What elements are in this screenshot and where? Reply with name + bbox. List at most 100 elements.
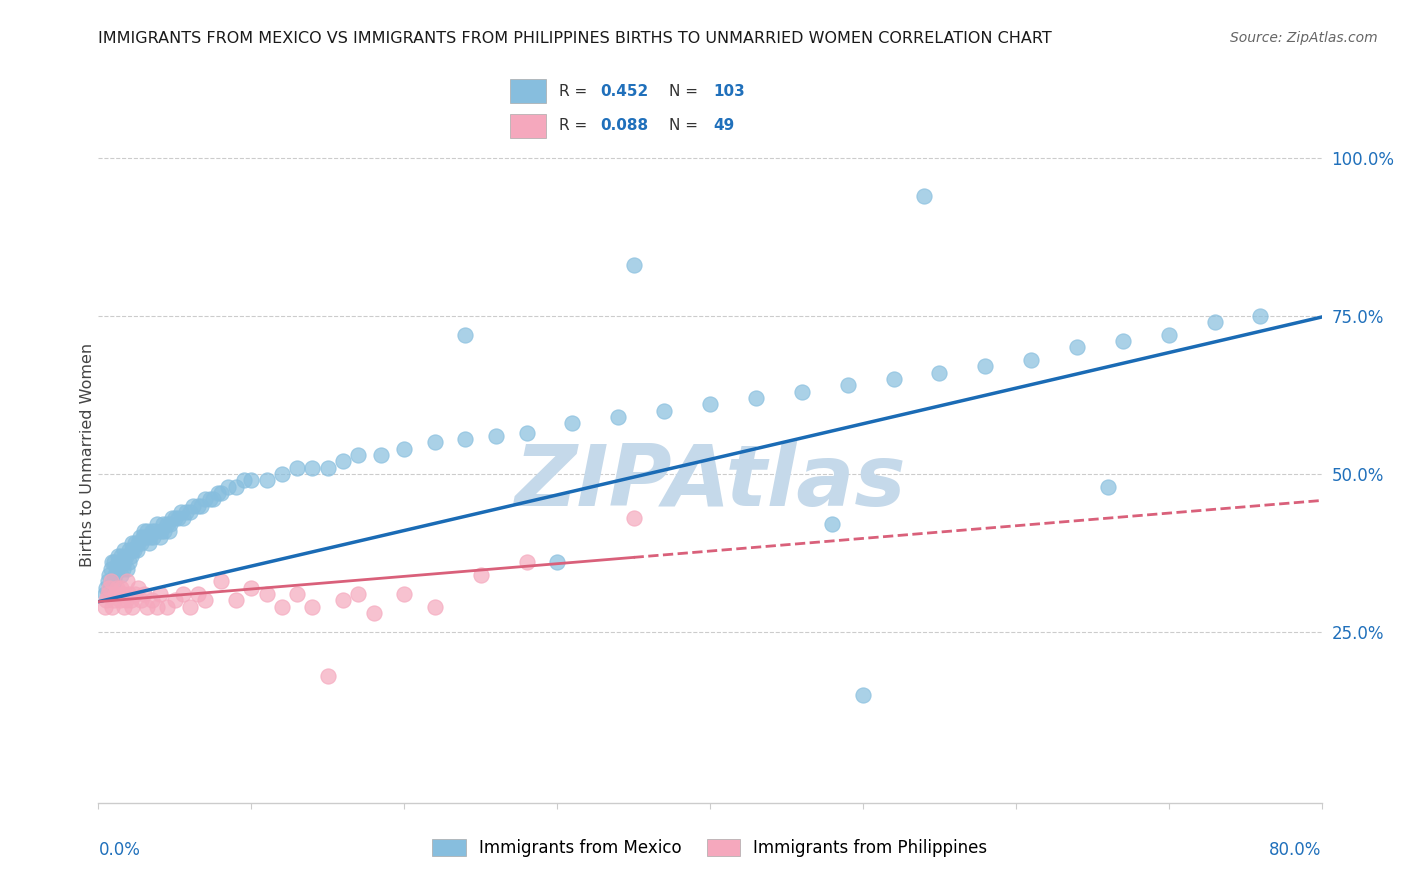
Point [136,599,159,614]
Text: 49: 49 [713,119,734,134]
Point [207,486,229,500]
Point [423,435,446,450]
Point [103,593,125,607]
Point [124,587,146,601]
Point [163,511,186,525]
Point [187,587,209,601]
Point [240,473,263,487]
Point [97,574,120,589]
Point [120,549,142,563]
Point [110,549,132,563]
Point [107,587,129,601]
Point [129,593,152,607]
Point [225,479,247,493]
Point [98,568,121,582]
Point [546,556,568,570]
Point [392,442,416,456]
Point [225,593,247,607]
Point [118,542,141,557]
Point [112,542,135,557]
Point [256,587,278,601]
Point [928,366,950,380]
Point [111,562,134,576]
Text: 0.452: 0.452 [600,84,648,99]
Point [623,258,645,272]
Point [172,587,194,601]
Point [745,391,768,405]
Point [454,432,477,446]
Point [150,524,173,538]
Point [117,574,139,589]
Point [108,593,131,607]
Point [190,499,212,513]
Point [485,429,508,443]
Point [100,574,122,589]
Point [100,562,122,576]
Point [134,587,156,601]
Text: 0.0%: 0.0% [98,841,141,859]
Point [1249,309,1271,323]
Point [370,448,392,462]
Point [156,599,179,614]
Point [454,327,477,342]
Point [194,492,217,507]
Point [152,517,174,532]
Point [181,499,204,513]
Text: N =: N = [669,119,703,134]
Point [1157,327,1180,342]
Text: R =: R = [560,84,592,99]
Point [135,530,157,544]
Point [103,556,125,570]
FancyBboxPatch shape [510,114,546,138]
Point [98,581,121,595]
Point [101,599,124,614]
Point [392,587,416,601]
Point [652,403,675,417]
Point [240,581,263,595]
Point [143,524,166,538]
Point [141,593,163,607]
Point [134,524,156,538]
Point [363,606,385,620]
Point [145,517,167,532]
Point [117,562,139,576]
Point [172,511,194,525]
Point [470,568,492,582]
Point [912,188,935,202]
Point [301,599,323,614]
Point [790,384,813,399]
Point [122,542,145,557]
Point [121,542,143,557]
Point [423,599,446,614]
Text: 80.0%: 80.0% [1270,841,1322,859]
Point [699,397,721,411]
Point [108,556,131,570]
Point [149,587,172,601]
Point [110,568,132,582]
Point [202,492,225,507]
Point [561,417,583,431]
Point [110,581,132,595]
Point [837,378,859,392]
Point [127,581,149,595]
Point [136,524,159,538]
Point [104,568,127,582]
Point [1097,479,1119,493]
Point [285,460,308,475]
Point [852,688,875,702]
Point [179,505,201,519]
Text: 103: 103 [713,84,745,99]
Point [232,473,254,487]
Point [105,581,128,595]
Point [301,460,323,475]
Point [97,587,120,601]
Point [1019,353,1042,368]
Point [129,536,152,550]
Point [120,593,142,607]
Point [94,593,117,607]
Point [163,593,186,607]
Point [170,505,193,519]
Point [607,409,630,424]
Point [316,669,339,683]
Point [217,479,239,493]
